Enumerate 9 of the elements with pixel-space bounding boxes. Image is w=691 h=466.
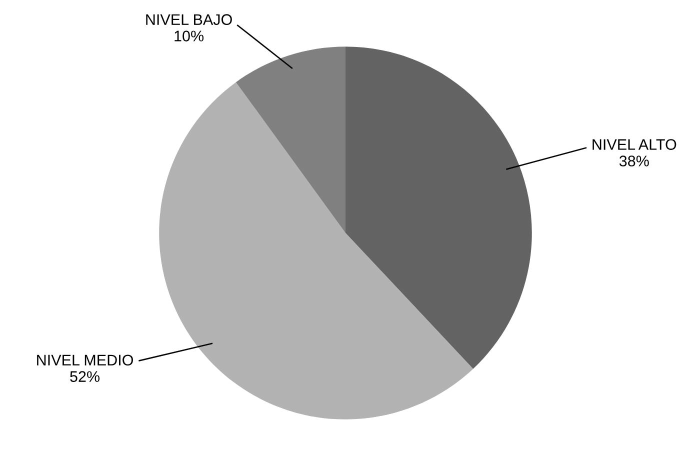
slice-label: NIVEL ALTO xyxy=(592,139,676,150)
pie-slice xyxy=(236,46,346,233)
data-label: 38% xyxy=(619,156,649,166)
pie-slice xyxy=(159,82,474,420)
data-label: 52% xyxy=(70,371,100,382)
data-label: 10% xyxy=(174,30,204,42)
slice-label: NIVEL MEDIO xyxy=(37,354,133,366)
slice-label: NIVEL BAJO xyxy=(146,14,232,26)
pie-slice xyxy=(346,46,532,369)
